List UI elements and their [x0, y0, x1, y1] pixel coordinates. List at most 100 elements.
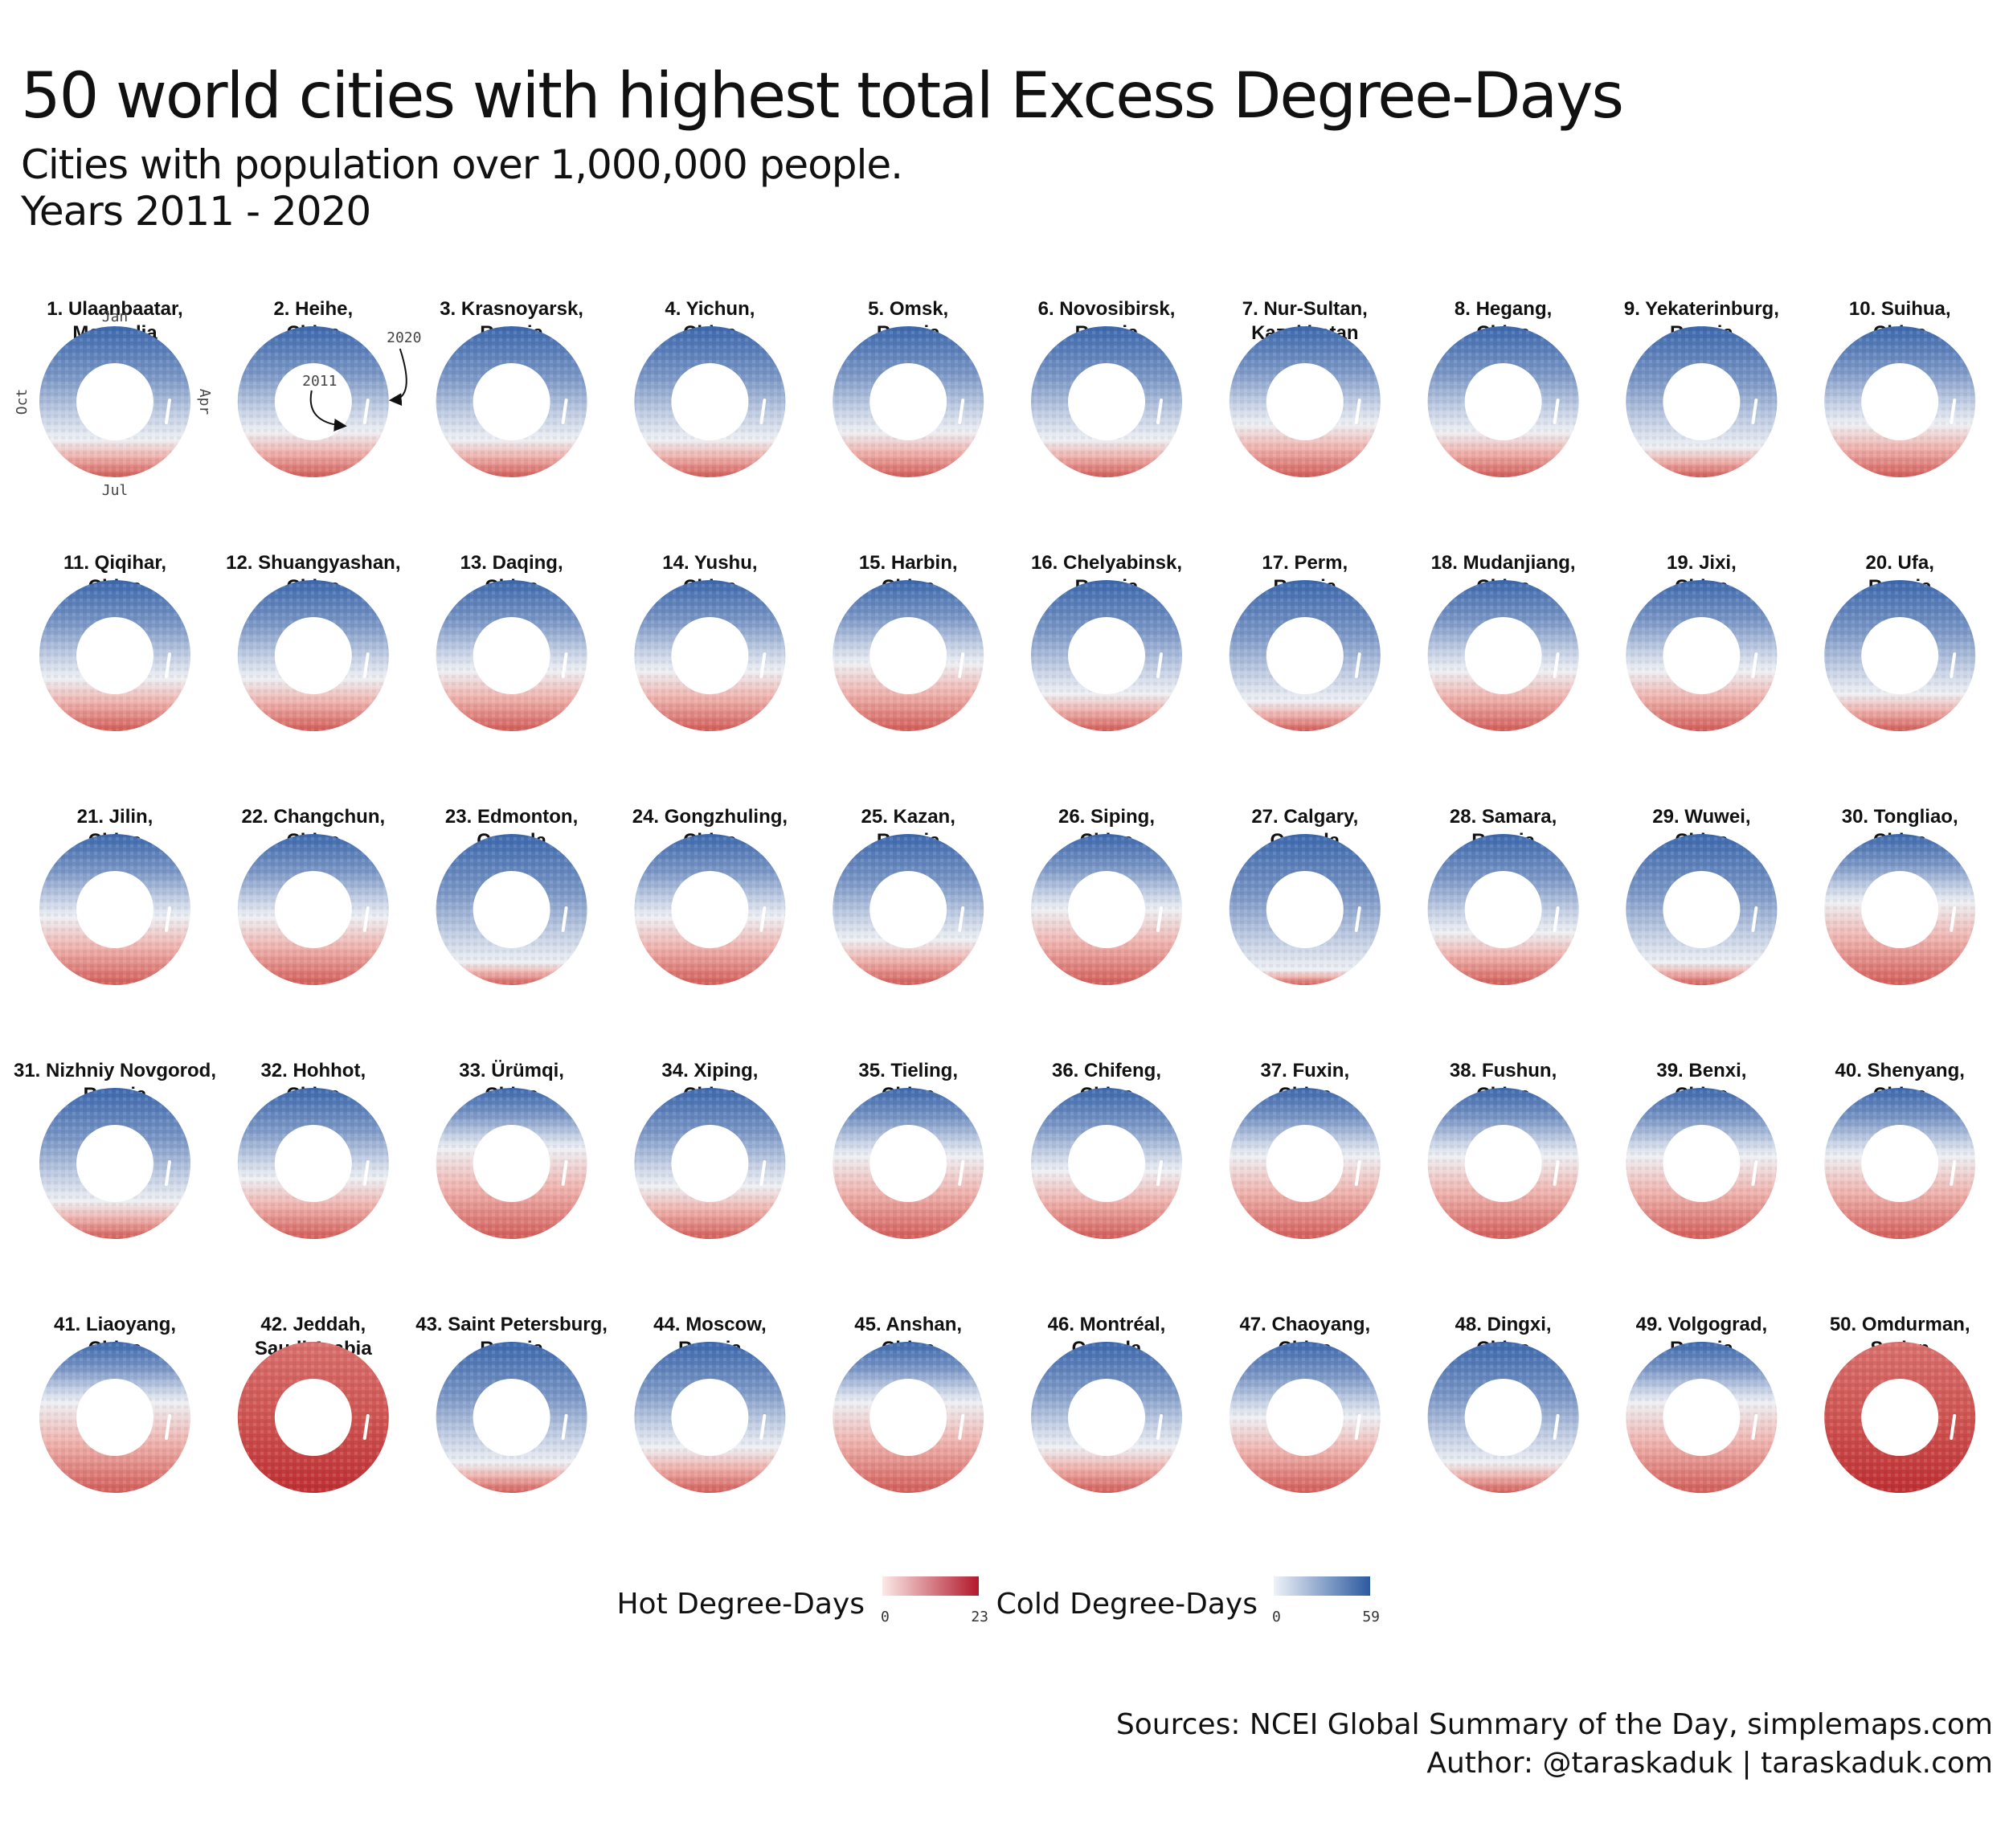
city-name-label: 17. Perm, [1262, 552, 1348, 574]
city-panel: 32. Hohhot,China [237, 1060, 389, 1240]
heatmap-texture [39, 325, 190, 478]
heatmap-texture [1824, 580, 1976, 731]
city-panel: 44. Moscow,Russia [634, 1314, 786, 1493]
city-panel: 15. Harbin,China [833, 552, 984, 731]
month-label-jan: Jan [102, 309, 129, 325]
city-panel: 16. Chelyabinsk,Russia [1031, 552, 1182, 731]
city-name-label: 47. Chaoyang, [1239, 1314, 1370, 1335]
missing-data-gap [1354, 1414, 1361, 1440]
city-name-label: 3. Krasnoyarsk, [440, 298, 583, 320]
heatmap-texture [1824, 326, 1976, 477]
missing-data-gap [165, 652, 171, 678]
legend-cold-min: 0 [1272, 1609, 1281, 1625]
city-name-label: 9. Yekaterinburg, [1624, 298, 1779, 320]
city-name-label: 37. Fuxin, [1260, 1060, 1349, 1081]
missing-data-gap [1553, 1414, 1560, 1440]
missing-data-gap [1553, 652, 1560, 678]
missing-data-gap [1354, 399, 1361, 424]
legend-cold-max: 59 [1362, 1609, 1380, 1625]
month-label-oct: Oct [14, 389, 31, 415]
city-panel: 48. Dingxi,China [1427, 1314, 1579, 1493]
missing-data-gap [958, 1414, 965, 1440]
city-panel: 9. Yekaterinburg,Russia [1624, 298, 1779, 478]
city-panel: 35. Tieling,China [833, 1060, 984, 1239]
missing-data-gap [759, 1160, 767, 1186]
city-name-label: 31. Nizhniy Novgorod, [14, 1060, 216, 1081]
heatmap-texture [436, 1341, 587, 1493]
heatmap-texture [1031, 580, 1182, 731]
city-name-label: 13. Daqing, [460, 552, 563, 574]
city-name-label: 42. Jeddah, [260, 1314, 366, 1335]
city-panel: 1. Ulaanbaatar,MongoliaJanAprJulOct [14, 298, 213, 499]
missing-data-gap [362, 399, 370, 424]
city-name-label: 38. Fushun, [1450, 1060, 1557, 1081]
city-name-label: 41. Liaoyang, [54, 1314, 176, 1335]
heatmap-texture [237, 579, 389, 732]
heatmap-texture [634, 1088, 786, 1239]
missing-data-gap [1553, 1160, 1560, 1186]
heatmap-texture [1626, 580, 1778, 732]
heatmap-texture [833, 1088, 984, 1239]
heatmap-texture [1427, 834, 1579, 985]
city-panel: 29. Wuwei,China [1626, 806, 1778, 986]
city-panel: 2. Heihe,China20112020 [237, 298, 421, 478]
missing-data-gap [759, 399, 767, 424]
missing-data-gap [165, 1414, 171, 1440]
city-panel: 14. Yushu,China [634, 552, 786, 731]
city-panel: 19. Jixi,China [1626, 552, 1778, 732]
heatmap-texture [1229, 834, 1381, 985]
missing-data-gap [1950, 652, 1957, 678]
city-name-label: 28. Samara, [1450, 806, 1557, 828]
heatmap-texture [1427, 326, 1579, 477]
city-name-label: 25. Kazan, [861, 806, 955, 828]
city-name-label: 26. Siping, [1058, 806, 1155, 828]
heatmap-texture [1427, 1088, 1579, 1239]
city-name-label: 32. Hohhot, [260, 1060, 366, 1081]
heatmap-texture [39, 1087, 190, 1240]
missing-data-gap [165, 1160, 171, 1186]
heatmap-texture [1031, 1342, 1182, 1493]
city-panel: 49. Volgograd,Russia [1626, 1314, 1778, 1494]
heatmap-texture [833, 580, 984, 731]
city-panel: 34. Xiping,China [634, 1060, 786, 1239]
legend-cold-colorbar [1274, 1576, 1370, 1596]
city-name-label: 6. Novosibirsk, [1038, 298, 1176, 320]
city-panel: 45. Anshan,China [833, 1314, 984, 1493]
city-name-label: 36. Chifeng, [1052, 1060, 1161, 1081]
city-name-label: 46. Montréal, [1048, 1314, 1166, 1335]
heatmap-texture [833, 326, 984, 477]
missing-data-gap [1751, 1160, 1758, 1186]
year-label-inner: 2011 [302, 373, 337, 390]
heatmap-texture [1427, 1341, 1579, 1493]
missing-data-gap [1950, 399, 1957, 424]
heatmap-texture [436, 1088, 587, 1239]
heatmap-texture [39, 833, 190, 986]
missing-data-gap [561, 652, 568, 678]
missing-data-gap [1156, 1414, 1163, 1440]
heatmap-texture [1824, 834, 1976, 985]
city-panel: 46. Montréal,Canada [1031, 1314, 1182, 1493]
missing-data-gap [1751, 399, 1758, 424]
legend-cold-title: Cold Degree-Days [996, 1588, 1258, 1621]
missing-data-gap [1553, 399, 1560, 424]
heatmap-texture [1031, 326, 1182, 477]
author-note: Author: @taraskaduk | taraskaduk.com [1426, 1747, 1993, 1780]
missing-data-gap [1751, 652, 1758, 678]
heatmap-texture [1229, 1341, 1381, 1493]
missing-data-gap [958, 1160, 965, 1186]
city-panel: 41. Liaoyang,China [39, 1314, 190, 1494]
heatmap-texture [1626, 1341, 1778, 1494]
heatmap-texture [1229, 326, 1381, 477]
city-panel: 20. Ufa,Russia [1824, 552, 1976, 731]
heatmap-texture [1824, 1341, 1976, 1493]
heatmap-texture [1626, 1088, 1778, 1240]
missing-data-gap [1156, 652, 1163, 678]
missing-data-gap [561, 1414, 568, 1440]
missing-data-gap [958, 652, 965, 678]
heatmap-texture [634, 326, 786, 477]
city-panel: 6. Novosibirsk,Russia [1031, 298, 1182, 477]
heatmap-texture [1031, 834, 1182, 985]
heatmap-texture [39, 1341, 190, 1494]
missing-data-gap [759, 906, 767, 932]
heatmap-texture [39, 579, 190, 732]
